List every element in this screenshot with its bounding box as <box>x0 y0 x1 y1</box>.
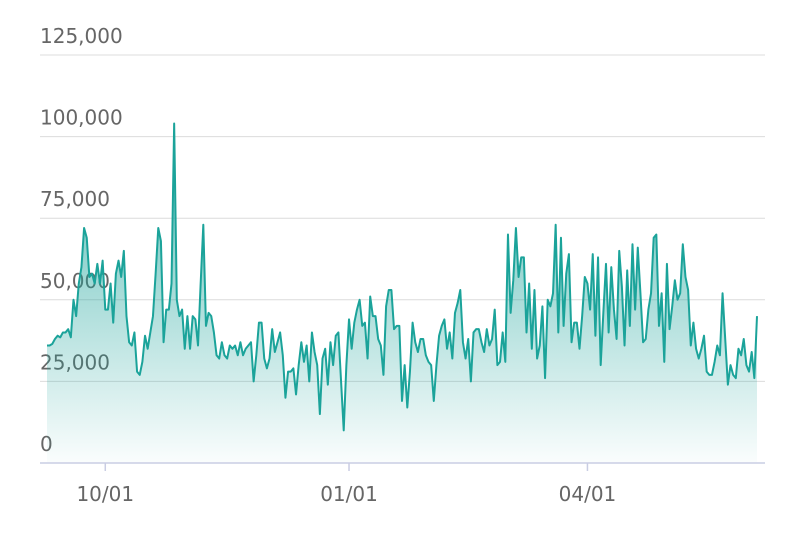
x-tick-label: 01/01 <box>320 482 378 506</box>
line <box>47 122 758 432</box>
x-tick-label: 04/01 <box>559 482 617 506</box>
y-tick-label: 125,000 <box>40 24 123 48</box>
y-tick-label: 75,000 <box>40 187 110 211</box>
y-tick-label: 100,000 <box>40 106 123 130</box>
area <box>47 123 757 463</box>
x-tick-label: 10/01 <box>76 482 134 506</box>
